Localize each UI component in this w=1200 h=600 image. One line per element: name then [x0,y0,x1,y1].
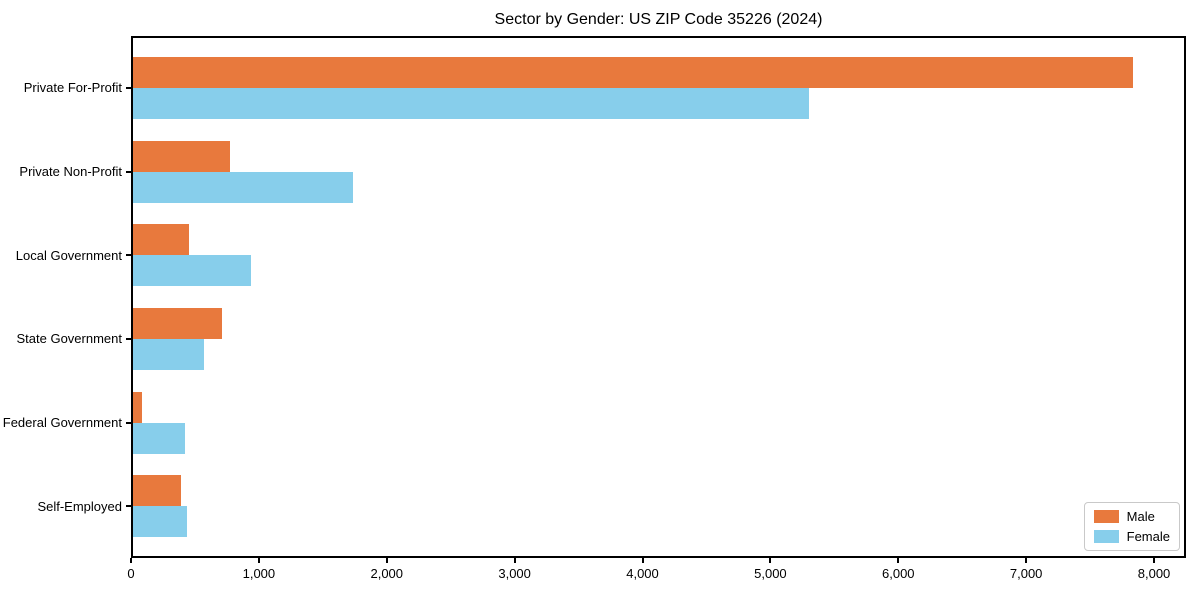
x-tick-label: 6,000 [881,566,915,581]
legend-item-male: Male [1093,509,1170,524]
bar-female-local-government [133,255,252,287]
x-tick-mark [513,558,516,563]
x-tick-mark [257,558,260,563]
x-tick-mark [130,558,132,563]
x-tick-label: 2,000 [370,566,404,581]
bar-male-federal-government [133,391,142,423]
bar-male-self-employed [133,475,182,507]
bar-female-state-government [133,338,205,370]
x-tick-label: 8,000 [1137,566,1171,581]
y-axis-label-row: Federal Government [0,381,131,465]
x-axis: 0 1,000 2,000 3,000 4,000 5,000 6,000 7,000 8,00… [127,558,1186,588]
y-tick-mark [126,170,131,173]
x-tick-label: 7,000 [1009,566,1043,581]
y-tick-mark [126,421,131,424]
x-tick-label: 5,000 [754,566,787,581]
legend-label: Female [1126,529,1170,544]
legend-label: Male [1126,509,1155,524]
y-tick-mark [126,86,131,89]
bar-male-state-government [133,307,223,339]
legend-item-female: Female [1093,529,1170,544]
x-tick-label: 1,000 [242,566,276,581]
bar-group-local-government [133,213,1184,297]
x-tick-mark [769,558,772,563]
bar-group-federal-government [133,381,1184,465]
bar-group-private-for-profit [133,46,1184,130]
y-axis-label-row: Local Government [0,213,131,297]
x-tick-mark [1153,558,1156,563]
y-axis-label: Private Non-Profit [19,164,122,179]
y-axis-label: Federal Government [2,415,122,431]
bar-rows [133,38,1184,556]
legend-swatch-male [1093,510,1119,523]
x-tick-mark [385,558,388,563]
bar-group-self-employed [133,464,1184,548]
bar-group-private-non-profit [133,130,1184,214]
chart-title: Sector by Gender: US ZIP Code 35226 (202… [494,11,823,28]
bar-male-private-for-profit [133,56,1134,88]
x-tick-label: 4,000 [626,566,659,581]
y-axis-label-row: Private Non-Profit [0,130,131,214]
y-axis-label-row: State Government [0,297,131,381]
y-tick-mark [126,337,131,340]
y-axis-label-row: Private For-Profit [0,46,131,130]
bar-female-self-employed [133,506,187,538]
bar-male-local-government [133,224,190,256]
bar-female-private-non-profit [133,171,354,203]
y-tick-mark [126,254,131,257]
x-tick-mark [1025,558,1028,563]
legend: Male Female [1083,502,1180,551]
y-axis-label: Self-Employed [37,498,122,514]
x-tick-mark [897,558,900,563]
y-axis: Private For-Profit Private Non-Profit Loca… [0,36,131,558]
bar-female-private-for-profit [133,87,810,119]
bar-female-federal-government [133,422,186,454]
y-axis-label: Private For-Profit [23,80,122,96]
y-axis-label: Local Government [15,247,122,263]
legend-swatch-female [1093,530,1119,543]
x-tick-label: 0 [127,566,135,581]
bar-male-private-non-profit [133,140,230,172]
y-tick-mark [126,505,131,508]
y-axis-label-row: Self-Employed [0,464,131,548]
x-tick-label: 3,000 [498,566,531,581]
x-tick-mark [641,558,644,563]
plot-area: Male Female [131,36,1186,558]
bar-group-state-government [133,297,1184,381]
y-axis-label: State Government [16,331,123,347]
